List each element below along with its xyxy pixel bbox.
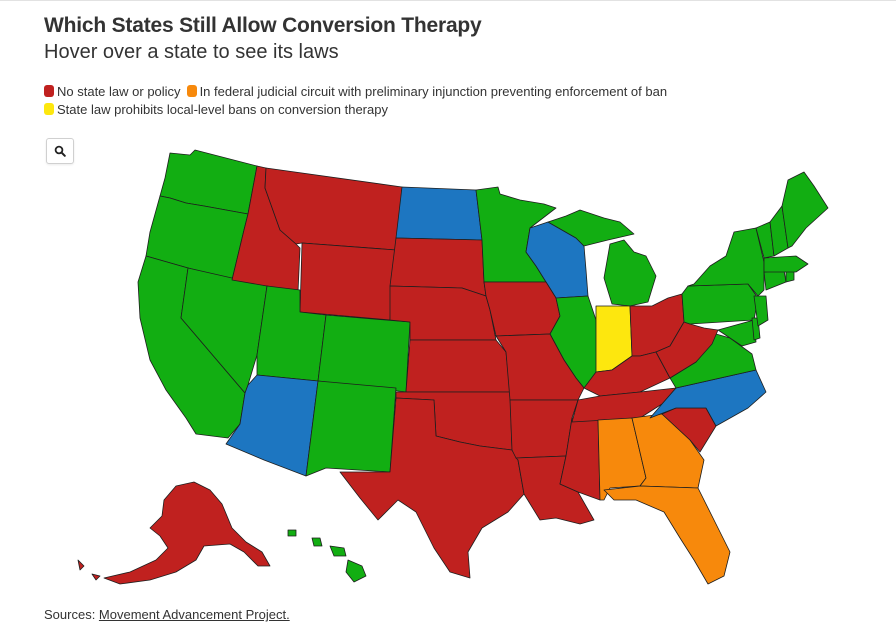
- magnifier-icon: [54, 145, 66, 157]
- state-maryland[interactable]: [717, 319, 757, 347]
- chart-title: Which States Still Allow Conversion Ther…: [44, 14, 482, 37]
- legend-label: State law prohibits local-level bans on …: [57, 101, 388, 117]
- state-colorado[interactable]: [317, 314, 411, 393]
- state-pennsylvania[interactable]: [681, 283, 759, 325]
- state-hawaii-kauai[interactable]: [287, 529, 297, 537]
- source-prefix: Sources:: [44, 607, 99, 622]
- source-link[interactable]: Movement Advancement Project.: [98, 607, 290, 622]
- chart-subtitle: Hover over a state to see its laws: [44, 41, 339, 63]
- legend-swatch-red: [44, 85, 54, 97]
- state-maine[interactable]: [781, 171, 829, 249]
- legend: No state law or policy In federal judici…: [44, 82, 864, 118]
- state-alaska[interactable]: [103, 481, 271, 585]
- state-kansas[interactable]: [405, 339, 511, 393]
- state-iowa[interactable]: [483, 281, 561, 337]
- legend-label: No state law or policy: [57, 83, 181, 99]
- legend-item-injunction[interactable]: In federal judicial circuit with prelimi…: [186, 83, 668, 99]
- legend-swatch-orange: [186, 85, 197, 97]
- legend-item-no-law[interactable]: No state law or policy: [44, 84, 181, 99]
- legend-item-prohibits-local-bans[interactable]: State law prohibits local-level bans on …: [44, 102, 388, 117]
- state-wyoming[interactable]: [299, 242, 397, 321]
- state-massachusetts[interactable]: [763, 255, 809, 273]
- state-new-mexico[interactable]: [305, 380, 397, 477]
- top-divider: [0, 0, 896, 1]
- legend-label: In federal judicial circuit with prelimi…: [199, 83, 668, 99]
- state-hawaii-maui[interactable]: [329, 545, 347, 557]
- state-hawaii-oahu[interactable]: [311, 537, 323, 547]
- state-florida[interactable]: [603, 485, 731, 585]
- state-new-jersey[interactable]: [753, 295, 769, 327]
- state-michigan-lower[interactable]: [603, 239, 657, 307]
- state-michigan-upper[interactable]: [547, 209, 635, 247]
- state-hawaii-big-island[interactable]: [345, 559, 367, 583]
- state-texas[interactable]: [339, 397, 525, 579]
- legend-swatch-yellow: [44, 103, 54, 115]
- state-alaska-islands: [77, 559, 101, 581]
- zoom-button[interactable]: [46, 138, 74, 164]
- source-note: Sources: Movement Advancement Project.: [44, 607, 290, 622]
- state-north-carolina[interactable]: [649, 369, 767, 427]
- state-north-dakota[interactable]: [395, 186, 483, 241]
- state-connecticut[interactable]: [763, 269, 787, 291]
